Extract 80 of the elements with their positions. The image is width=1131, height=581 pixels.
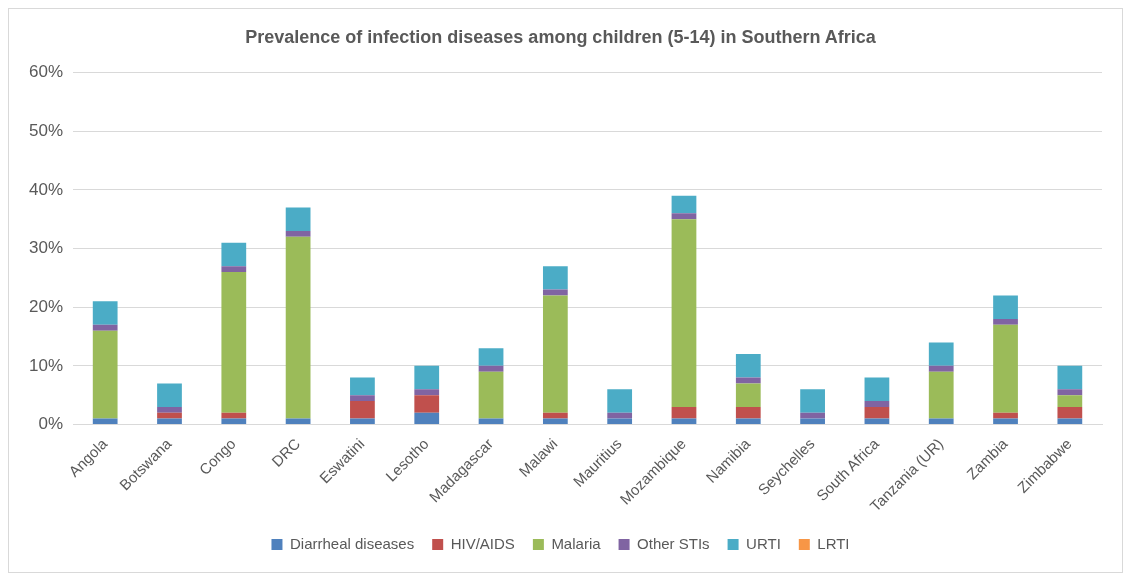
bar [993, 324, 1018, 413]
bar [350, 395, 375, 402]
bar [478, 371, 504, 419]
bar [800, 389, 825, 413]
y-tick-label: 10% [28, 355, 64, 375]
bar [928, 342, 954, 366]
bar [928, 418, 954, 424]
bar [92, 324, 118, 331]
bar [414, 389, 440, 396]
bar [993, 418, 1018, 424]
bar [285, 236, 311, 419]
bar [285, 207, 311, 231]
legend-label: Malaria [551, 534, 602, 552]
y-tick-label: 40% [28, 179, 64, 199]
bar [157, 406, 182, 413]
bar [350, 401, 375, 419]
bar [414, 412, 440, 424]
bar [928, 371, 954, 419]
bar [993, 412, 1018, 419]
bar [478, 348, 504, 366]
bar [157, 383, 182, 407]
y-tick-label: 50% [28, 120, 64, 140]
chart-title: Prevalence of infection diseases among children (5-14) in Southern Africa [245, 26, 877, 47]
bar [285, 230, 311, 237]
bar [92, 330, 118, 419]
bar [1057, 395, 1083, 407]
bar [92, 418, 118, 424]
bar [864, 377, 890, 402]
bar [92, 301, 118, 325]
bar [864, 418, 890, 424]
bar [221, 266, 247, 272]
bar [1057, 365, 1083, 390]
bar [1057, 406, 1083, 419]
bar [735, 418, 761, 424]
bar [735, 383, 761, 407]
bar [542, 295, 568, 413]
bar [671, 213, 697, 220]
bar [478, 365, 504, 372]
bar [671, 219, 697, 407]
bar [864, 401, 890, 407]
bar [800, 418, 825, 424]
bar [735, 354, 761, 378]
bar [285, 418, 311, 424]
bar [864, 406, 890, 419]
bar [607, 412, 633, 419]
bar [350, 418, 375, 424]
bar [607, 418, 633, 424]
legend-label: LRTI [817, 534, 850, 552]
bar [221, 242, 247, 267]
bar [993, 295, 1018, 319]
bar [671, 406, 697, 419]
bar [221, 418, 247, 424]
y-tick-label: 30% [28, 238, 64, 258]
bar [414, 395, 440, 413]
bar [157, 412, 182, 419]
bar [221, 272, 247, 413]
bar [671, 418, 697, 424]
bar [478, 418, 504, 424]
bar [221, 412, 247, 419]
bar [671, 195, 697, 214]
legend-label: HIV/AIDS [450, 534, 515, 552]
legend-label: Other STIs [637, 534, 710, 552]
bar [157, 418, 182, 424]
bar [928, 365, 954, 372]
bar [735, 406, 761, 419]
bar [1057, 389, 1083, 396]
bar [542, 412, 568, 419]
y-tick-label: 20% [28, 296, 64, 316]
bar [542, 266, 568, 290]
y-tick-label: 60% [28, 62, 64, 82]
legend-label: Diarrheal diseases [289, 534, 415, 552]
bar [1057, 418, 1083, 424]
bar [800, 412, 825, 419]
bar [350, 377, 375, 396]
y-tick-label: 0% [38, 414, 64, 434]
bar [542, 418, 568, 424]
bar [607, 389, 633, 413]
bar [414, 365, 440, 390]
legend-label: URTI [746, 534, 781, 552]
bar [993, 318, 1018, 325]
